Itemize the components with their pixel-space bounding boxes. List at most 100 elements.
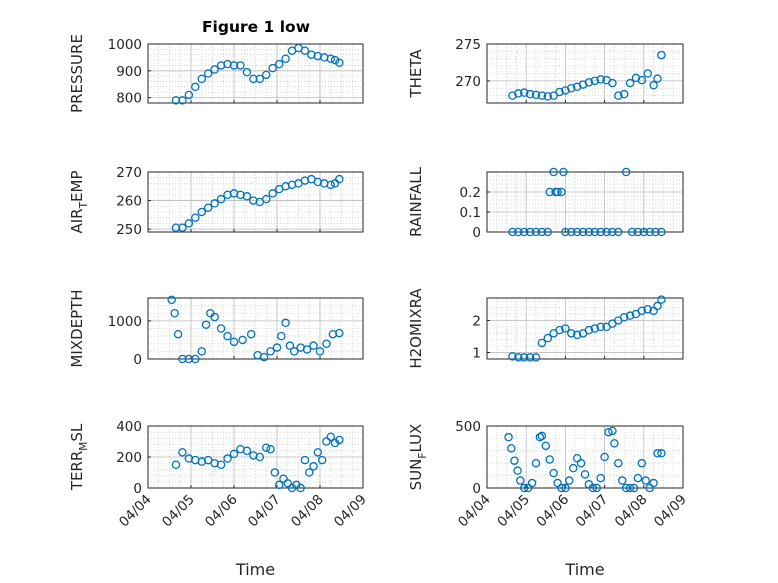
data-point (590, 76, 600, 86)
data-point (608, 78, 617, 88)
data-point (525, 353, 535, 362)
y-tick-label: 500 (455, 419, 481, 435)
data-point (637, 75, 647, 85)
data-point (309, 341, 318, 350)
data-point (326, 432, 335, 442)
x-axis-label: Time (564, 560, 604, 579)
axes-box (147, 297, 364, 360)
data-point (549, 167, 558, 177)
axes-box (486, 43, 684, 104)
data-point (657, 227, 666, 237)
data-point (514, 89, 523, 98)
y-tick-label: 0 (133, 481, 142, 497)
data-point (274, 480, 284, 490)
data-point (543, 227, 553, 237)
data-point (274, 59, 284, 69)
data-point (643, 304, 652, 314)
data-point (649, 478, 658, 488)
data-point (178, 354, 187, 364)
data-point (261, 194, 271, 204)
data-point (608, 227, 617, 237)
y-axis-label: THETA (407, 49, 425, 99)
data-point (614, 91, 623, 100)
y-tick-label: 900 (116, 64, 142, 80)
tick-marks (147, 171, 364, 232)
data-point (625, 483, 635, 493)
data-point (549, 468, 558, 478)
series-markers (171, 174, 344, 232)
y-tick-label: 260 (116, 194, 142, 210)
data-point (508, 352, 517, 361)
data-point (223, 454, 232, 463)
data-point (326, 180, 335, 190)
data-point (614, 227, 623, 237)
data-point (261, 443, 271, 452)
data-point (537, 338, 547, 348)
data-point (519, 483, 529, 493)
data-point (649, 81, 658, 90)
data-point (266, 347, 275, 356)
data-point (504, 432, 513, 442)
data-point (561, 227, 570, 237)
data-point (584, 227, 594, 237)
data-point (639, 227, 649, 237)
data-point (259, 352, 269, 362)
data-point (555, 325, 564, 335)
data-point (313, 448, 323, 457)
data-point (170, 308, 179, 318)
data-point (335, 328, 344, 338)
y-tick-label: 270 (116, 165, 142, 181)
y-tick-label: 800 (116, 91, 142, 107)
data-point (178, 223, 187, 232)
tick-marks (486, 319, 684, 359)
data-point (513, 466, 522, 475)
data-point (201, 320, 211, 329)
data-point (633, 473, 643, 483)
data-point (272, 343, 282, 352)
data-point (633, 227, 643, 237)
data-point (300, 455, 310, 465)
data-point (543, 333, 553, 343)
data-point (555, 87, 564, 97)
y-axis-label: RAINFALL (407, 166, 425, 237)
data-point (653, 301, 662, 311)
data-point (281, 318, 290, 328)
data-point (242, 192, 252, 201)
data-point (557, 483, 566, 493)
y-tick-label: 275 (455, 37, 481, 53)
data-point (210, 199, 219, 208)
data-point (304, 468, 314, 477)
data-point (565, 476, 574, 485)
data-point (296, 483, 305, 493)
y-tick-label: 200 (116, 450, 142, 466)
data-point (210, 65, 219, 74)
data-point (527, 478, 537, 488)
data-point (643, 69, 652, 78)
data-point (171, 460, 181, 469)
data-point (610, 439, 619, 448)
data-point (531, 353, 541, 362)
data-point (210, 312, 219, 322)
axes-box (486, 297, 684, 360)
data-point (516, 476, 525, 485)
y-tick-label: 0.1 (460, 205, 481, 221)
data-point (242, 67, 252, 77)
data-point (572, 227, 582, 237)
data-point (249, 74, 258, 84)
data-point (600, 452, 609, 462)
data-point (335, 174, 344, 184)
y-tick-label: 2 (472, 313, 481, 329)
data-point (285, 341, 295, 350)
data-point (557, 187, 566, 197)
subplot-h2omixra: 1 2 H2OMIXRA (407, 288, 684, 369)
y-tick-label: 400 (116, 419, 142, 435)
data-point (561, 483, 570, 493)
data-point (317, 455, 327, 465)
subplot-theta: 270 275 THETA (407, 37, 684, 104)
data-point (289, 347, 299, 356)
y-tick-label: 1000 (108, 314, 142, 330)
data-point (561, 324, 570, 333)
data-point (653, 449, 662, 458)
y-tick-label: 0 (133, 352, 142, 368)
